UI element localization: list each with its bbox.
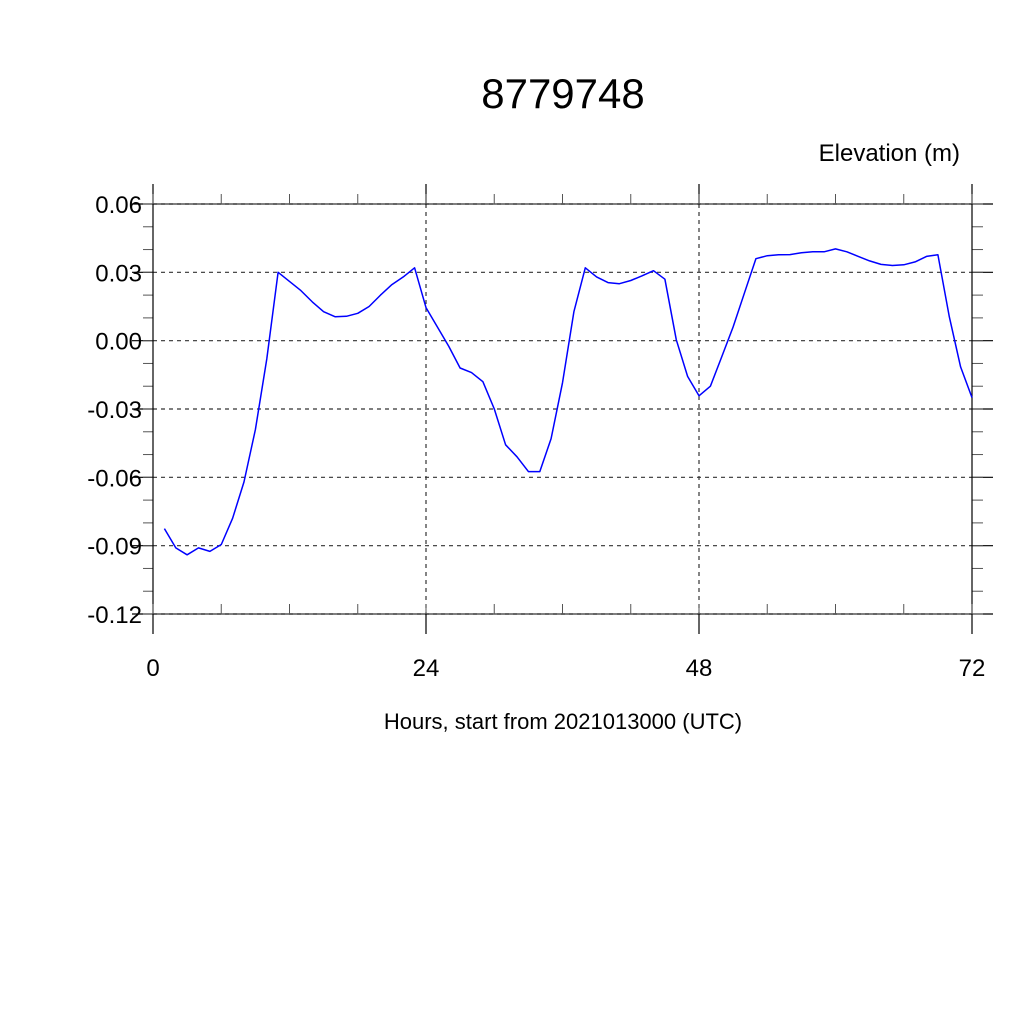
grid xyxy=(153,203,972,615)
y-tick-label: 0.03 xyxy=(95,260,142,287)
elevation-line xyxy=(163,248,973,556)
x-tick-label: 72 xyxy=(959,655,986,682)
x-axis-label: Hours, start from 2021013000 (UTC) xyxy=(384,709,742,734)
y-tick-label: -0.03 xyxy=(87,397,142,424)
y-tick-label: -0.09 xyxy=(87,534,142,561)
series-group xyxy=(163,248,973,556)
y-tick-label: -0.06 xyxy=(87,465,142,492)
x-tick-label: 0 xyxy=(146,655,159,682)
x-tick-label: 24 xyxy=(413,655,440,682)
chart-title: 8779748 xyxy=(481,70,645,117)
axes xyxy=(132,184,993,634)
y-tick-label: 0.00 xyxy=(95,329,142,356)
tick-labels: 0.06 0.03 0.00 -0.03 -0.06 -0.09 -0.120 24 48 72 xyxy=(87,192,985,682)
y-tick-label: -0.12 xyxy=(87,602,142,629)
y-axis-label: Elevation (m) xyxy=(819,140,960,167)
y-tick-label: 0.06 xyxy=(95,192,142,219)
x-tick-label: 48 xyxy=(686,655,713,682)
